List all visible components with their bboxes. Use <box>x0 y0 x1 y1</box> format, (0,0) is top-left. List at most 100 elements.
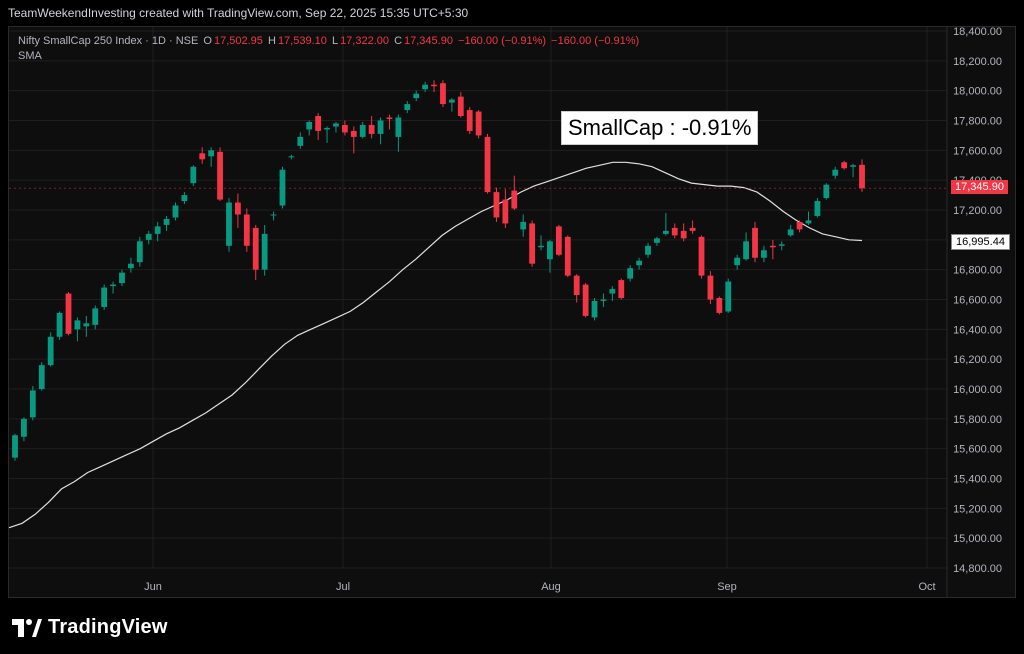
candle[interactable] <box>698 235 705 279</box>
candle[interactable] <box>243 208 250 252</box>
sma-line[interactable] <box>8 161 863 529</box>
candle[interactable] <box>83 315 90 337</box>
candle[interactable] <box>814 198 821 218</box>
candle[interactable] <box>136 236 143 267</box>
candle[interactable] <box>511 175 518 210</box>
candle[interactable] <box>110 281 116 294</box>
candle[interactable] <box>368 116 375 139</box>
candle[interactable] <box>92 305 99 330</box>
candle[interactable] <box>600 293 607 307</box>
candle[interactable] <box>422 81 429 93</box>
candle[interactable] <box>493 187 500 222</box>
candle[interactable] <box>333 121 339 133</box>
candle[interactable] <box>636 257 643 270</box>
chart-frame[interactable] <box>8 26 1016 598</box>
candle[interactable] <box>377 117 384 145</box>
candle[interactable] <box>199 147 206 164</box>
candle[interactable] <box>823 183 830 200</box>
candle[interactable] <box>47 332 54 367</box>
candle[interactable] <box>734 254 741 270</box>
candle[interactable] <box>386 114 393 130</box>
candle[interactable] <box>841 160 848 170</box>
candle[interactable] <box>350 126 357 154</box>
candle[interactable] <box>850 163 856 178</box>
candle[interactable] <box>609 286 616 301</box>
candle[interactable] <box>787 224 794 237</box>
candle[interactable] <box>832 166 839 179</box>
candle[interactable] <box>502 189 509 228</box>
candle[interactable] <box>529 220 536 267</box>
candle[interactable] <box>154 221 161 242</box>
candle[interactable] <box>341 120 348 136</box>
candle[interactable] <box>654 236 660 246</box>
candle[interactable] <box>466 107 473 134</box>
candle[interactable] <box>315 113 322 140</box>
symbol-name[interactable]: Nifty SmallCap 250 Index · 1D · NSE <box>18 35 199 47</box>
candle[interactable] <box>324 126 330 143</box>
candle[interactable] <box>573 274 580 303</box>
candle[interactable] <box>805 211 812 225</box>
candle[interactable] <box>707 271 714 304</box>
candle[interactable] <box>145 230 152 245</box>
candle[interactable] <box>475 110 482 139</box>
candle[interactable] <box>448 98 455 112</box>
candle[interactable] <box>440 80 446 108</box>
candle[interactable] <box>56 311 63 340</box>
candle[interactable] <box>457 92 464 118</box>
candle[interactable] <box>725 278 732 313</box>
candle[interactable] <box>306 120 313 136</box>
candle[interactable] <box>716 296 723 315</box>
candle[interactable] <box>234 193 241 228</box>
candle[interactable] <box>226 198 232 252</box>
candle[interactable] <box>778 241 785 251</box>
candle[interactable] <box>288 154 295 160</box>
candle[interactable] <box>261 224 268 276</box>
candle[interactable] <box>743 232 749 261</box>
candle[interactable] <box>555 224 562 257</box>
candle[interactable] <box>395 114 402 152</box>
candle[interactable] <box>172 202 179 221</box>
candle[interactable] <box>163 215 170 231</box>
candle[interactable] <box>761 245 767 263</box>
candle[interactable] <box>547 239 553 273</box>
candle[interactable] <box>101 284 108 310</box>
candle[interactable] <box>38 362 45 391</box>
candle[interactable] <box>29 386 36 421</box>
candle[interactable] <box>752 221 758 263</box>
candle[interactable] <box>65 292 72 336</box>
tradingview-logo[interactable]: TradingView <box>12 616 168 639</box>
candle[interactable] <box>645 242 651 258</box>
candle[interactable] <box>119 269 125 287</box>
candle[interactable] <box>689 220 696 234</box>
candle[interactable] <box>190 165 197 187</box>
candle[interactable] <box>181 192 188 205</box>
candle[interactable] <box>627 265 634 282</box>
candle[interactable] <box>128 257 134 273</box>
indicator-label[interactable]: SMA <box>18 50 42 62</box>
candle[interactable] <box>859 159 865 192</box>
candle[interactable] <box>662 212 669 236</box>
candle[interactable] <box>618 278 625 300</box>
candle[interactable] <box>208 147 215 167</box>
candle[interactable] <box>297 132 304 149</box>
candle[interactable] <box>74 317 81 342</box>
candle[interactable] <box>404 101 411 114</box>
candle[interactable] <box>680 223 687 242</box>
candle[interactable] <box>564 235 571 278</box>
candle[interactable] <box>582 283 589 318</box>
candle[interactable] <box>431 80 437 93</box>
candle[interactable] <box>359 121 366 139</box>
candle[interactable] <box>21 417 27 442</box>
candle[interactable] <box>217 147 223 202</box>
candle[interactable] <box>796 220 803 233</box>
candle[interactable] <box>279 166 286 209</box>
candle[interactable] <box>252 224 259 281</box>
candle[interactable] <box>413 90 420 102</box>
candle[interactable] <box>591 298 598 321</box>
candle[interactable] <box>270 211 277 221</box>
candle[interactable] <box>520 214 527 237</box>
candle[interactable] <box>12 433 18 461</box>
candle[interactable] <box>484 133 491 194</box>
candle[interactable] <box>769 239 776 260</box>
